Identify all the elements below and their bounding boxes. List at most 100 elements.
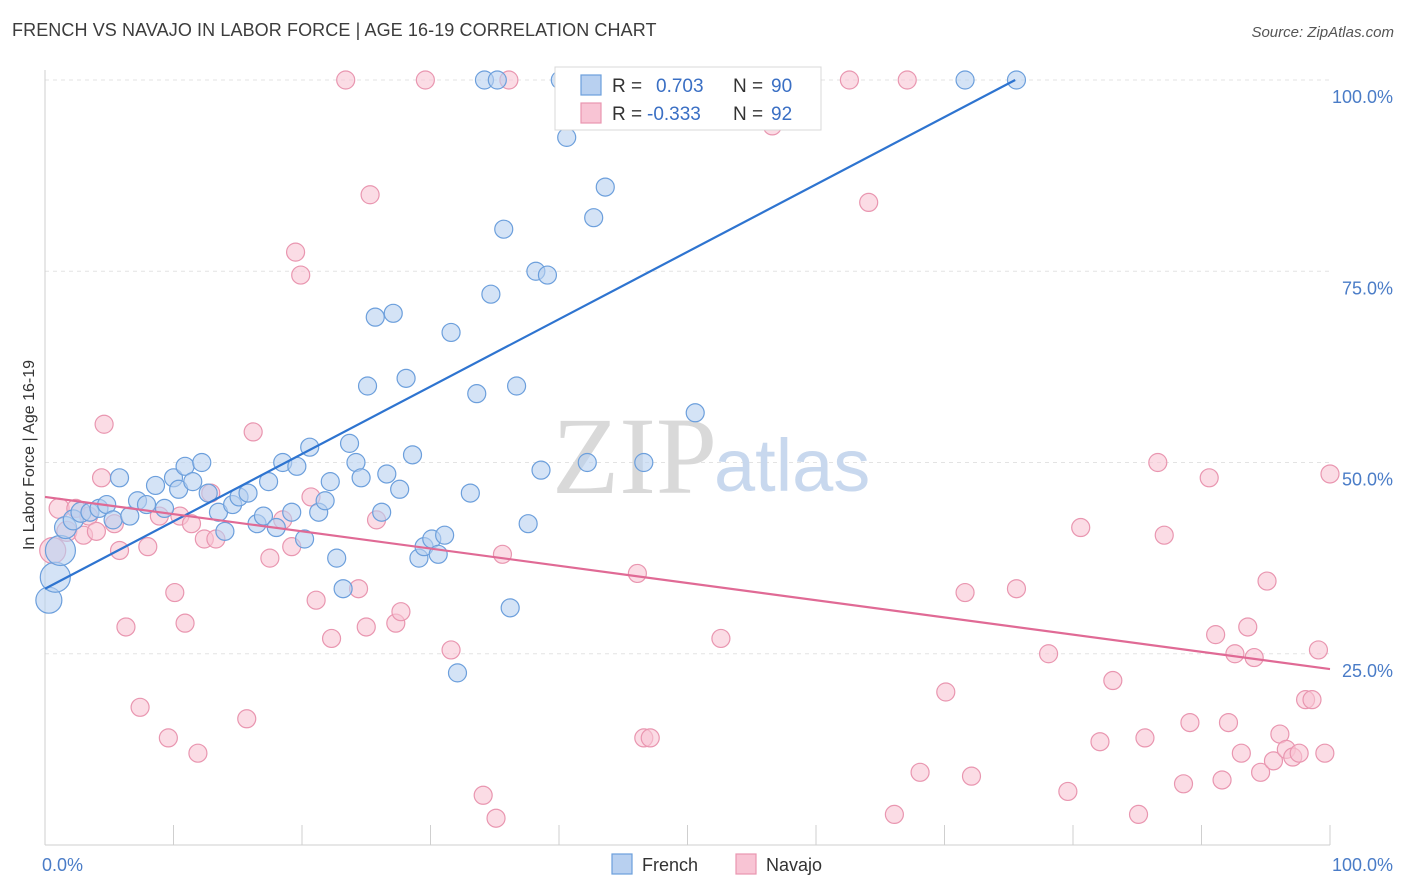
french-point — [447, 663, 468, 683]
navajo-point — [94, 414, 114, 434]
navajo-point — [1090, 732, 1110, 752]
french-point — [282, 502, 302, 522]
navajo-point — [839, 70, 860, 90]
navajo-point — [1199, 468, 1219, 488]
french-point — [531, 460, 551, 480]
navajo-point — [188, 743, 208, 763]
navajo-point — [243, 422, 263, 442]
french-point — [500, 598, 520, 618]
french-point — [372, 502, 392, 522]
navajo-point — [1148, 452, 1168, 473]
navajo-point — [336, 70, 356, 90]
navajo-point — [356, 617, 376, 637]
french-point — [441, 322, 461, 343]
navajo-trend-line — [44, 495, 1331, 671]
stats-legend-french-n-value: 90 — [771, 76, 792, 97]
navajo-points — [39, 70, 1340, 828]
navajo-point — [627, 563, 647, 584]
legend-french-swatch — [611, 853, 633, 875]
french-point — [577, 452, 597, 473]
french-point — [955, 70, 975, 90]
french-point — [506, 376, 527, 396]
navajo-point — [321, 628, 342, 649]
navajo-point — [1320, 464, 1340, 484]
french-point — [183, 472, 203, 492]
navajo-point — [1135, 728, 1155, 748]
navajo-point — [1289, 743, 1309, 763]
navajo-point — [86, 521, 107, 541]
navajo-point — [473, 785, 493, 805]
french-point — [103, 510, 123, 530]
french-point — [518, 514, 538, 534]
x-tick-labels: 0.0% 100.0% — [42, 855, 1393, 875]
french-point — [351, 468, 371, 488]
navajo-point — [165, 582, 185, 603]
navajo-point — [175, 613, 195, 633]
french-point — [390, 479, 410, 499]
french-point — [253, 506, 274, 526]
navajo-point — [1263, 751, 1284, 771]
navajo-point — [1308, 640, 1329, 660]
y-tick-label: 100.0% — [1332, 87, 1393, 107]
navajo-point — [130, 697, 150, 717]
french-point — [402, 445, 423, 465]
navajo-point — [360, 185, 380, 205]
navajo-point — [116, 617, 136, 637]
french-trend-line — [44, 79, 1016, 590]
french-point — [557, 127, 577, 147]
navajo-point — [492, 544, 513, 564]
french-point — [120, 506, 140, 526]
legend-navajo-swatch — [735, 853, 757, 875]
navajo-point — [91, 468, 112, 488]
french-point — [377, 464, 397, 484]
french-point — [481, 284, 501, 304]
french-point — [595, 177, 615, 197]
navajo-point — [1238, 617, 1258, 637]
french-point — [215, 521, 235, 541]
watermark-atlas: atlas — [714, 424, 870, 507]
french-point — [294, 529, 315, 549]
navajo-point — [237, 709, 257, 729]
navajo-point — [158, 728, 178, 748]
french-point — [460, 483, 480, 503]
french-point — [383, 303, 403, 323]
stats-legend-navajo-n-label: N = — [733, 104, 763, 125]
navajo-point — [1218, 712, 1239, 733]
french-point — [192, 452, 212, 473]
french-point — [238, 483, 258, 503]
y-tick-label: 25.0% — [1342, 661, 1393, 681]
navajo-point — [441, 640, 461, 660]
french-point — [537, 265, 558, 285]
navajo-point — [1038, 644, 1059, 664]
navajo-point — [1128, 804, 1149, 825]
french-point — [357, 376, 378, 396]
french-point — [365, 307, 385, 327]
french-point — [685, 403, 705, 423]
grid-lines — [45, 79, 1330, 655]
navajo-point — [181, 514, 202, 534]
navajo-point — [1180, 712, 1200, 733]
legend-french-label: French — [642, 855, 698, 875]
navajo-point — [1225, 644, 1245, 664]
navajo-point — [291, 265, 311, 285]
navajo-point — [260, 548, 280, 568]
bottom-legend: French Navajo — [611, 853, 822, 875]
french-point — [487, 70, 507, 90]
french-point — [145, 475, 166, 496]
navajo-point — [1315, 743, 1335, 763]
y-tick-label: 75.0% — [1342, 278, 1393, 298]
source-label: Source: ZipAtlas.com — [1251, 24, 1394, 41]
legend-navajo-label: Navajo — [766, 855, 822, 875]
stats-legend-french-n-label: N = — [733, 76, 763, 97]
x-tick-label: 100.0% — [1332, 855, 1393, 875]
navajo-point — [961, 766, 982, 786]
navajo-point — [897, 70, 917, 90]
axes — [44, 70, 1331, 846]
french-point — [584, 208, 604, 228]
navajo-point — [415, 70, 435, 90]
y-tick-labels: 25.0% 50.0% 75.0% 100.0% — [1332, 87, 1393, 681]
navajo-point — [859, 192, 879, 212]
navajo-point — [1173, 774, 1194, 794]
navajo-point — [910, 762, 930, 782]
french-point — [467, 384, 487, 404]
